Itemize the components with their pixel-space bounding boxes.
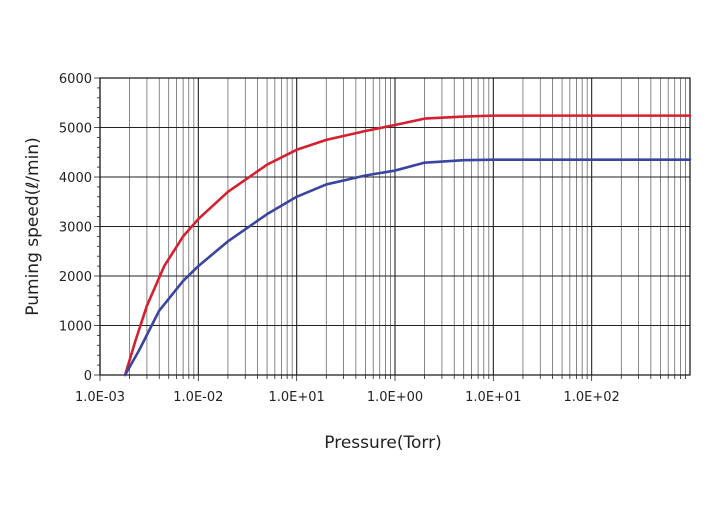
x-tick-label: 1.0E-02 <box>173 390 223 405</box>
x-axis-label: Pressure(Torr) <box>324 433 441 453</box>
y-tick-label: 4000 <box>59 171 92 186</box>
grid <box>99 77 690 376</box>
y-tick-label: 6000 <box>59 72 92 87</box>
series <box>123 114 692 377</box>
y-tick-label: 2000 <box>59 270 92 285</box>
series-line-2 <box>123 158 692 377</box>
y-tick-label: 5000 <box>59 122 92 137</box>
x-tick-labels: 1.0E-03 1.0E-02 1.0E+01 1.0E+00 1.0E+01 1.0E+… <box>75 390 620 405</box>
x-tick-label: 1.0E+00 <box>367 390 423 405</box>
x-tick-label: 1.0E+01 <box>269 390 325 405</box>
x-tick-label: 1.0E+02 <box>564 390 620 405</box>
y-tick-label: 0 <box>84 369 92 384</box>
y-tick-label: 1000 <box>59 320 92 335</box>
y-tick-label: 3000 <box>59 221 92 236</box>
y-tick-labels: 0 1000 2000 3000 4000 5000 6000 <box>59 72 92 384</box>
axis-ticks <box>94 77 686 381</box>
series-line-1 <box>123 114 692 377</box>
x-tick-label: 1.0E+01 <box>465 390 521 405</box>
y-axis-label: Puming speed(ℓ/min) <box>23 137 43 315</box>
x-tick-label: 1.0E-03 <box>75 390 125 405</box>
